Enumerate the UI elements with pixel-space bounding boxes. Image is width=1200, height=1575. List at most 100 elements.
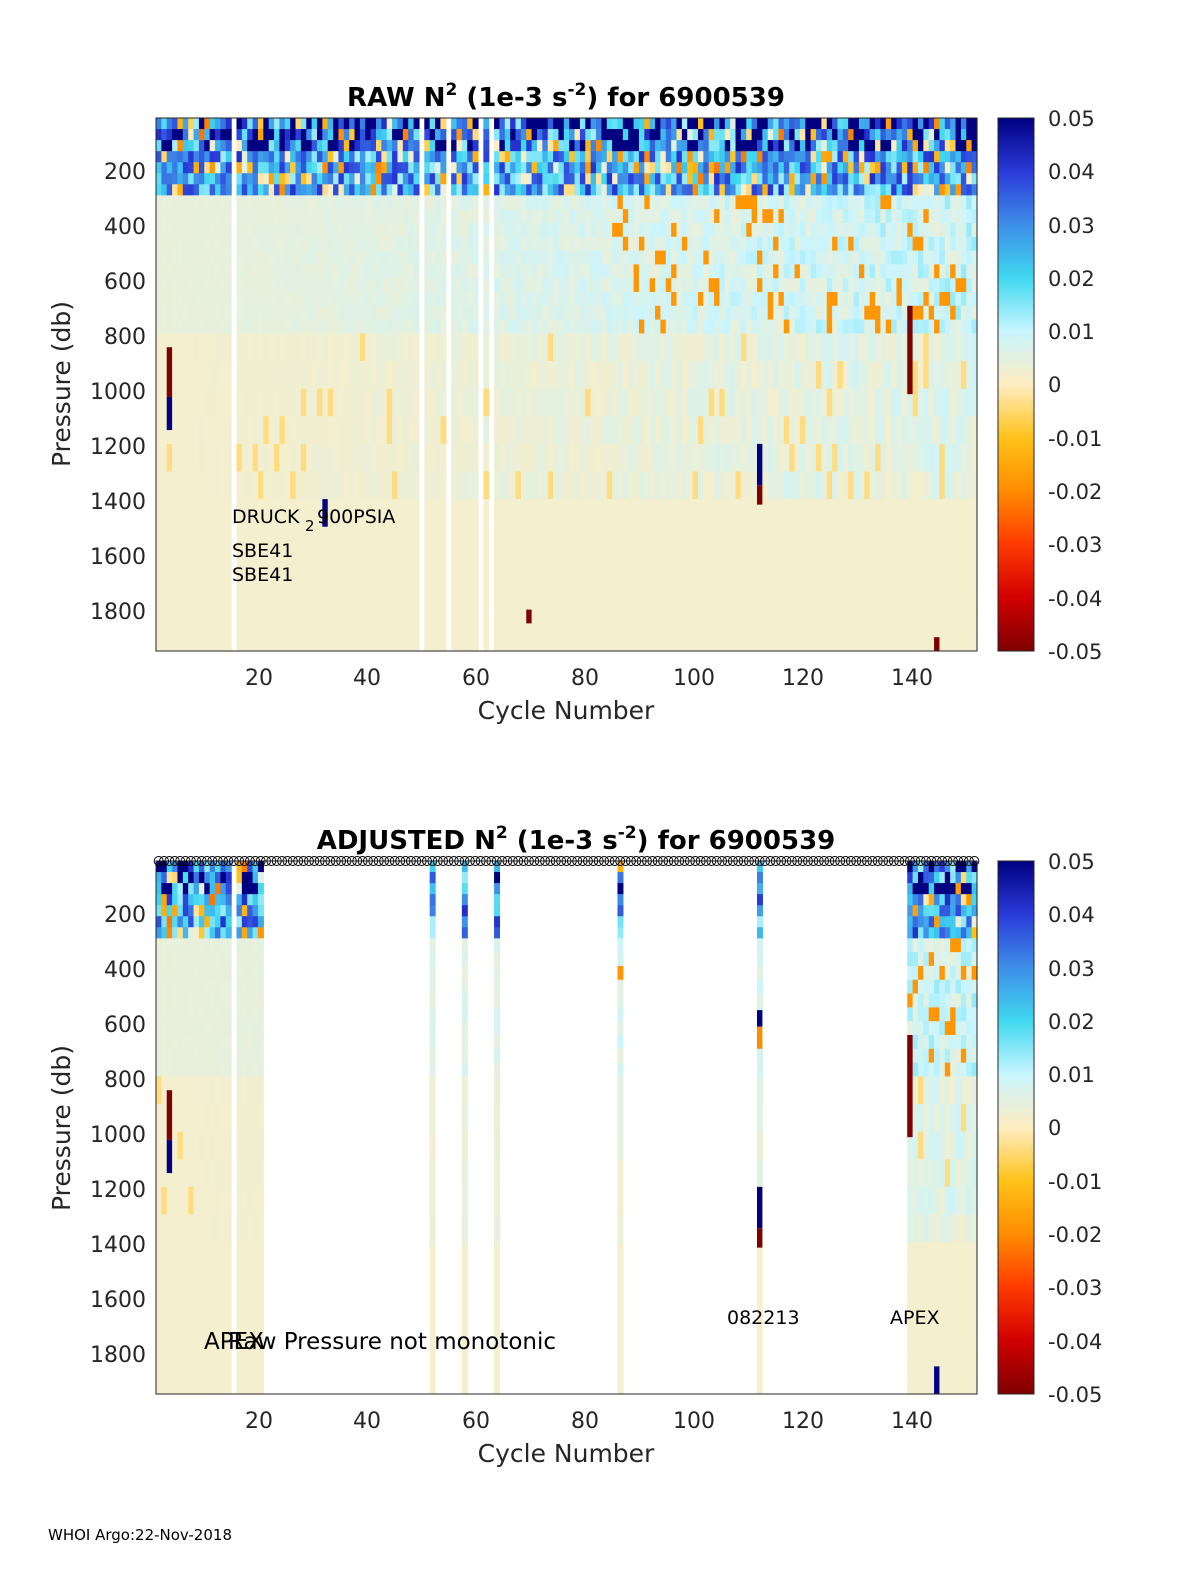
heatmap-cell [177, 1131, 184, 1160]
heatmap-cell [826, 222, 833, 238]
heatmap-cell [617, 993, 624, 1008]
heatmap-cell [209, 1131, 216, 1160]
heatmap-cell [563, 173, 570, 185]
heatmap-cell [354, 209, 361, 224]
heatmap-cell [923, 140, 930, 152]
heatmap-cell [697, 278, 704, 293]
heatmap-cell [408, 333, 415, 362]
heatmap-cell [901, 291, 908, 307]
heatmap-cell [182, 236, 189, 252]
heatmap-cell [279, 151, 286, 163]
heatmap-cell [579, 184, 586, 196]
heatmap-cell [290, 222, 297, 238]
heatmap-cell [563, 388, 570, 417]
heatmap-cell [461, 1214, 468, 1243]
heatmap-cell [435, 305, 441, 321]
heatmap-cell [837, 129, 844, 141]
heatmap-cell [182, 118, 189, 130]
heatmap-cell [606, 416, 613, 445]
heatmap-cell [574, 609, 581, 638]
heatmap-cell [746, 637, 753, 652]
heatmap-cell [622, 209, 629, 224]
heatmap-cell [671, 361, 678, 390]
heatmap-cell [204, 609, 211, 638]
heatmap-cell [204, 291, 211, 307]
heatmap-cell [756, 250, 763, 265]
heatmap-cell [343, 443, 350, 473]
heatmap-cell [703, 291, 710, 307]
heatmap-cell [692, 581, 699, 611]
heatmap-cell [451, 291, 458, 307]
heatmap-cell [633, 554, 640, 583]
heatmap-cell [220, 894, 227, 906]
heatmap-cell [708, 151, 715, 163]
heatmap-cell [257, 1214, 264, 1243]
heatmap-cell [590, 416, 597, 445]
heatmap-cell [338, 609, 345, 638]
heatmap-cell [896, 140, 903, 152]
heatmap-cell [257, 264, 264, 279]
heatmap-cell [504, 388, 511, 417]
heatmap-cell [156, 151, 162, 163]
heatmap-cell [789, 151, 796, 163]
heatmap-cell [724, 609, 731, 638]
heatmap-cell [558, 236, 565, 252]
heatmap-cell [247, 979, 254, 995]
heatmap-cell [816, 250, 822, 265]
heatmap-cell [177, 1034, 184, 1050]
heatmap-cell [644, 195, 651, 210]
heatmap-cell [628, 195, 635, 210]
heatmap-cell [917, 195, 924, 210]
heatmap-cell [177, 1324, 184, 1354]
heatmap-cell [832, 609, 839, 638]
heatmap-cell [268, 173, 275, 185]
heatmap-cell [553, 637, 560, 652]
heatmap-cell [408, 554, 415, 583]
heatmap-cell [504, 291, 511, 307]
heatmap-cell [563, 554, 570, 583]
heatmap-cell [697, 443, 704, 473]
heatmap-cell [241, 1380, 248, 1395]
heatmap-cell [901, 264, 908, 279]
heatmap-cell [156, 1186, 162, 1216]
heatmap-cell [166, 526, 173, 555]
heatmap-cell [853, 471, 860, 500]
heatmap-cell [300, 291, 307, 307]
heatmap-cell [204, 952, 211, 967]
heatmap-cell [413, 236, 420, 252]
heatmap-cell [526, 151, 533, 163]
heatmap-cell [156, 1062, 162, 1078]
heatmap-cell [225, 129, 232, 141]
heatmap-cell [703, 319, 710, 335]
heatmap-cell [290, 581, 297, 611]
heatmap-cell [440, 129, 447, 141]
heatmap-cell [268, 184, 275, 196]
heatmap-cell [333, 361, 340, 390]
heatmap-cell [917, 209, 924, 224]
heatmap-cell [161, 173, 168, 185]
heatmap-cell [338, 361, 345, 390]
heatmap-cell [966, 184, 973, 196]
heatmap-cell [172, 499, 179, 528]
heatmap-cell [875, 361, 882, 390]
heatmap-cell [284, 637, 291, 652]
heatmap-cell [735, 195, 742, 210]
heatmap-cell [424, 291, 431, 307]
heatmap-cell [617, 388, 624, 417]
adjusted-heatmap [156, 861, 978, 1395]
heatmap-cell [215, 129, 221, 141]
heatmap-cell [923, 291, 930, 307]
heatmap-cell [622, 278, 629, 293]
heatmap-cell [252, 1214, 259, 1243]
heatmap-cell [773, 264, 780, 279]
heatmap-cell [279, 118, 286, 130]
heatmap-cell [247, 581, 254, 611]
heatmap-cell [241, 965, 248, 981]
heatmap-cell [461, 1186, 468, 1216]
heatmap-cell [730, 195, 737, 210]
heatmap-cell [606, 609, 613, 638]
heatmap-cell [392, 129, 399, 141]
heatmap-cell [483, 609, 490, 638]
heatmap-cell [161, 118, 168, 130]
heatmap-cell [773, 609, 780, 638]
